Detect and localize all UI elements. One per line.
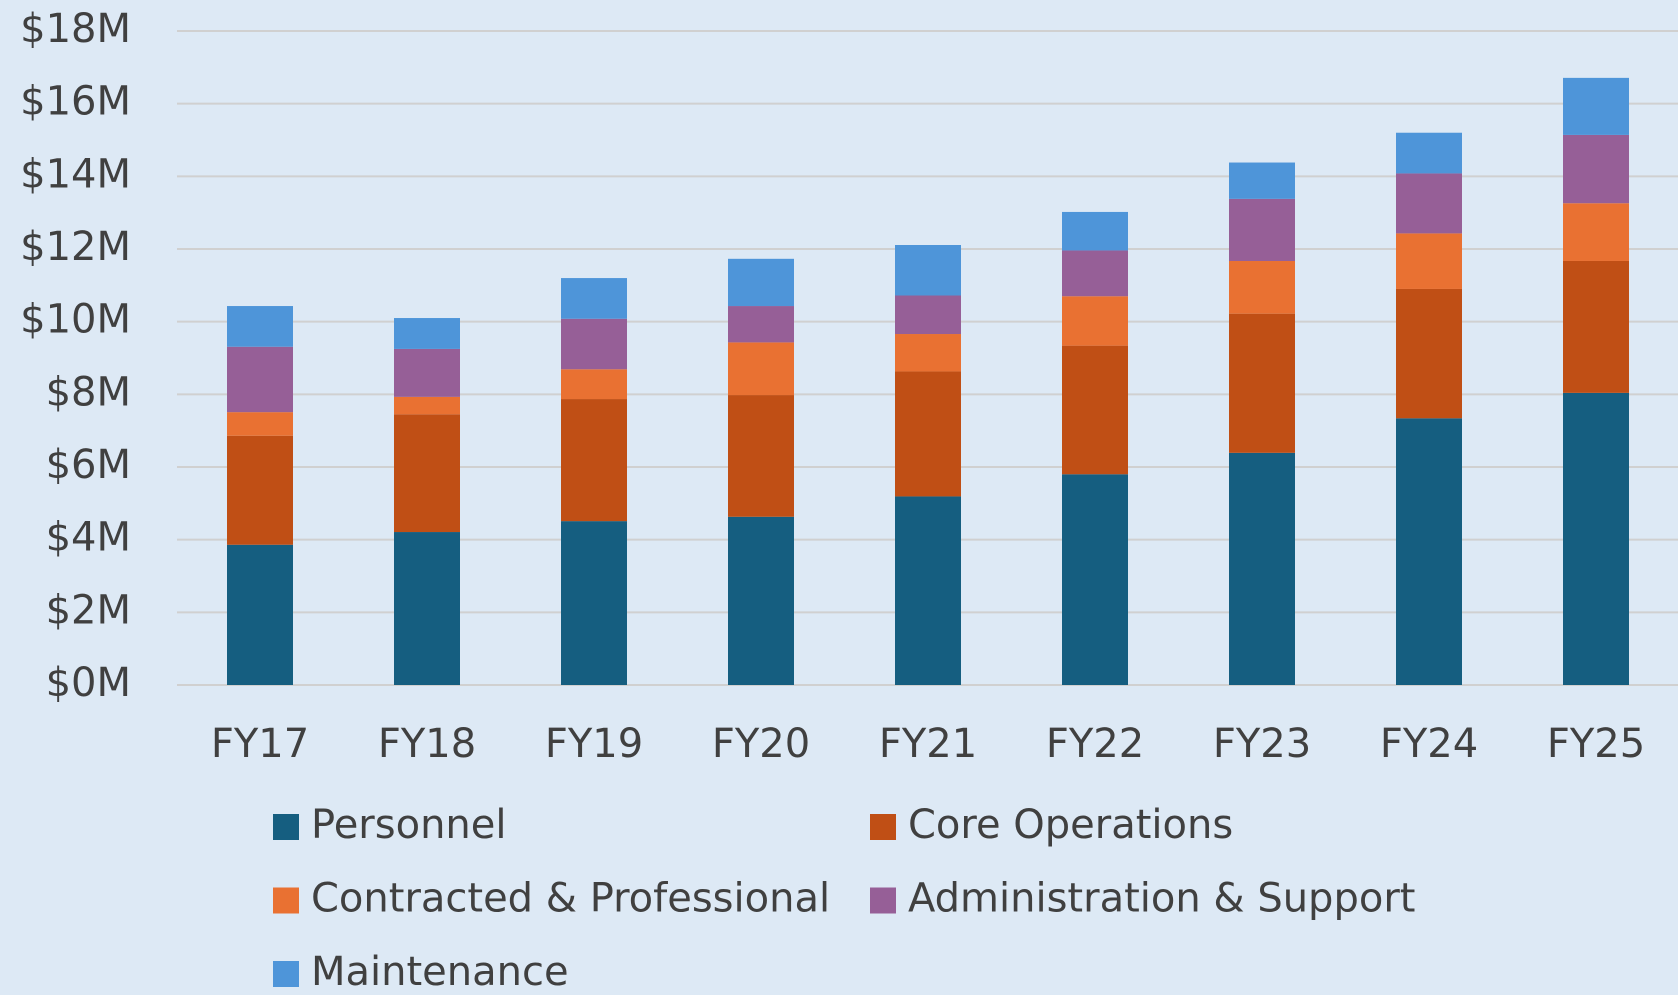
bar-segment <box>895 334 961 372</box>
bar-segment <box>561 369 627 400</box>
legend-label: Contracted & Professional <box>311 876 830 922</box>
bar-segment <box>895 295 961 335</box>
y-tick-label: $18M <box>20 6 131 52</box>
y-tick-label: $14M <box>20 151 131 197</box>
bar-segment <box>1396 233 1462 289</box>
bar-segment <box>561 399 627 522</box>
y-tick-label: $2M <box>46 587 131 633</box>
bar-segment <box>561 318 627 370</box>
bar-segment <box>1062 250 1128 297</box>
bar-segment <box>394 414 460 533</box>
bar-segment <box>895 371 961 497</box>
y-tick-label: $10M <box>20 297 131 343</box>
bar-segment <box>895 496 961 685</box>
bar-segment <box>394 532 460 685</box>
bar-segment <box>227 435 293 545</box>
bar-segment <box>227 306 293 347</box>
legend-swatch <box>870 887 896 914</box>
bar-segment <box>227 346 293 413</box>
y-tick-label: $16M <box>20 79 131 125</box>
bar-segment <box>728 516 794 685</box>
legend-swatch <box>273 961 299 987</box>
legend-label: Core Operations <box>908 802 1233 848</box>
bar-segment <box>1396 288 1462 419</box>
legend-label: Maintenance <box>311 949 569 995</box>
bar-segment <box>1396 132 1462 174</box>
y-tick-label: $4M <box>46 515 131 561</box>
legend-swatch <box>273 887 299 914</box>
y-tick-label: $12M <box>20 224 131 270</box>
bar-segment <box>1396 173 1462 234</box>
bar-segment <box>728 342 794 396</box>
y-tick-label: $8M <box>46 369 131 415</box>
bar-segment <box>728 395 794 517</box>
bar-segment <box>1229 452 1295 685</box>
y-tick-label: $6M <box>46 442 131 488</box>
x-tick-label: FY21 <box>879 721 977 767</box>
legend-swatch <box>870 814 896 840</box>
x-tick-label: FY24 <box>1380 721 1478 767</box>
bar-segment <box>1563 260 1629 393</box>
x-tick-label: FY18 <box>378 721 476 767</box>
bar-segment <box>1229 313 1295 453</box>
bar-segment <box>1396 418 1462 685</box>
bar-segment <box>1062 474 1128 685</box>
legend-label: Administration & Support <box>908 876 1415 922</box>
bar-segment <box>227 412 293 436</box>
bar-segment <box>1062 296 1128 346</box>
bar-segment <box>1229 162 1295 199</box>
x-tick-label: FY19 <box>545 721 643 767</box>
x-tick-label: FY22 <box>1046 721 1144 767</box>
bar-segment <box>227 544 293 685</box>
bar-segment <box>394 318 460 349</box>
bar-segment <box>728 258 794 307</box>
bar-segment <box>1563 392 1629 685</box>
bar-segment <box>895 245 961 296</box>
bar-segment <box>561 521 627 685</box>
bar-segment <box>394 396 460 415</box>
bar-segment <box>1229 260 1295 314</box>
bar-segment <box>1229 198 1295 261</box>
bar-segment <box>1563 77 1629 135</box>
bar-segment <box>561 278 627 319</box>
x-tick-label: FY25 <box>1547 721 1645 767</box>
bar-segment <box>1563 134 1629 204</box>
x-tick-label: FY20 <box>712 721 810 767</box>
legend-swatch <box>273 814 299 840</box>
legend-label: Personnel <box>311 802 507 848</box>
bar-segment <box>728 306 794 343</box>
bar-segment <box>1563 203 1629 261</box>
bar-segment <box>394 348 460 397</box>
bar-segment <box>1062 211 1128 251</box>
y-tick-label: $0M <box>46 660 131 706</box>
x-tick-label: FY23 <box>1213 721 1311 767</box>
bar-segment <box>1062 345 1128 475</box>
x-tick-label: FY17 <box>211 721 309 767</box>
